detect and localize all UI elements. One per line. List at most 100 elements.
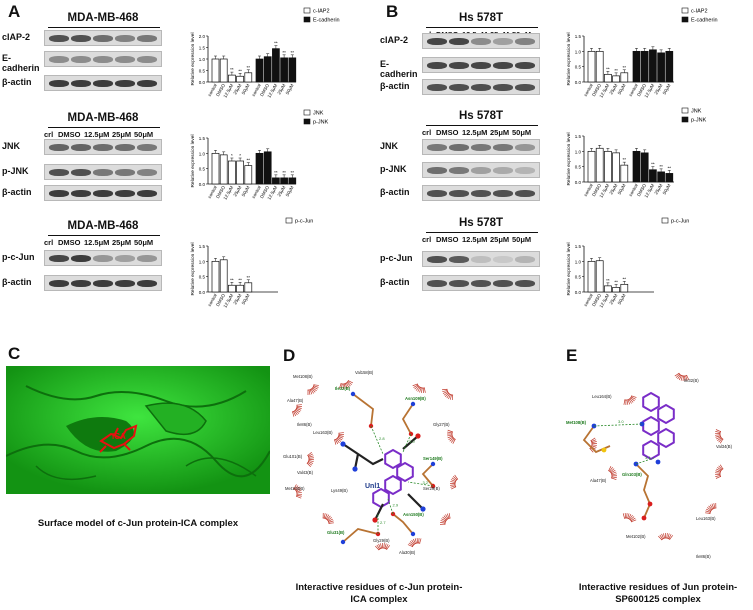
significance-mark: **	[614, 279, 618, 284]
significance-mark: **	[274, 170, 278, 175]
hydrophobic-contact-icon	[439, 513, 451, 525]
bar	[228, 74, 236, 83]
blot-band	[93, 144, 113, 151]
blot-strip	[422, 57, 540, 73]
bar	[604, 150, 612, 183]
significance-mark: **	[614, 68, 618, 73]
significance-mark: **	[274, 41, 278, 46]
hydrophobic-contact-icon	[375, 542, 391, 551]
blot-band	[71, 56, 91, 63]
y-tick-label: 1.0	[199, 57, 206, 62]
blot-strip	[422, 275, 540, 291]
lane-label: 12.5μM	[462, 128, 488, 137]
blot-row-label: β-actin	[2, 187, 32, 197]
bar	[272, 48, 280, 83]
category-label: 25μM	[276, 83, 286, 96]
blot-title-b2: Hs 578T	[458, 110, 504, 122]
lane-label: DMSO	[436, 128, 459, 137]
ligand-ica-icon	[99, 424, 138, 453]
legend-swatch	[681, 16, 689, 23]
residue-label: Glu101(B)	[283, 454, 303, 459]
legend-label: E-cadherin	[691, 18, 718, 24]
y-tick-label: 1.0	[575, 259, 582, 264]
significance-mark: **	[291, 170, 295, 175]
residue-label: Glu31(B)	[327, 530, 345, 535]
hydrophobic-contact-icon	[714, 464, 724, 479]
significance-mark: **	[282, 50, 286, 55]
category-label: 50μM	[662, 83, 672, 96]
blot-band	[449, 280, 469, 287]
category-label: 50μM	[241, 185, 251, 198]
blot-title-b3: Hs 578T	[458, 217, 504, 229]
blot-title-underline	[426, 125, 538, 126]
significance-mark: **	[291, 50, 295, 55]
residue-sidechain	[352, 393, 374, 427]
residue-label: Ser29(B)	[423, 486, 440, 491]
hydrophobic-contact-icon	[608, 466, 618, 480]
caption-e: Interactive residues of Jun protein-SP60…	[578, 582, 738, 605]
category-label: DMSO	[591, 183, 602, 198]
blot-band	[493, 280, 513, 287]
blot-row-label: JNK	[2, 141, 21, 151]
significance-mark: **	[659, 164, 663, 169]
blot-row-label: β-actin	[380, 277, 410, 287]
y-tick-label: 0.5	[575, 165, 582, 170]
category-label: control	[251, 83, 262, 97]
bar	[211, 260, 220, 293]
blot-strip	[422, 185, 540, 201]
residue-sidechain	[342, 528, 379, 543]
bar	[657, 52, 665, 83]
bar	[604, 73, 612, 83]
residue-sidechain	[635, 463, 651, 519]
blot-row-label: β-actin	[380, 81, 410, 91]
hydrophobic-contact-icon	[623, 395, 637, 406]
residue-sidechain	[582, 425, 611, 454]
blot-band	[427, 280, 447, 287]
atom	[415, 433, 421, 439]
blot-band	[449, 38, 469, 45]
blot-row-label: p-c-Jun	[2, 252, 35, 262]
lane-label: crl	[44, 238, 54, 247]
bar	[665, 50, 674, 83]
residue-label: Gln103(B)	[622, 472, 642, 477]
blot-band	[71, 190, 91, 197]
bar	[620, 283, 629, 293]
blot-band	[449, 256, 469, 263]
blot-band	[493, 190, 513, 197]
blot-title-underline	[426, 232, 538, 233]
y-tick-label: 1.5	[199, 46, 206, 51]
bar	[620, 72, 629, 83]
blot-band	[515, 144, 535, 151]
blot-band	[93, 80, 113, 87]
bond-distance: 3.0	[409, 439, 415, 444]
blot-band	[49, 35, 69, 42]
residue-label: Ala30(B)	[399, 550, 416, 555]
y-tick-label: 1.5	[575, 34, 582, 39]
category-label: 25μM	[653, 83, 663, 96]
category-label: 25μM	[232, 83, 242, 96]
hydrophobic-contact-icon	[407, 538, 422, 548]
blot-band	[71, 169, 91, 176]
blot-band	[515, 190, 535, 197]
category-label: 25μM	[653, 183, 663, 196]
category-label: 50μM	[617, 83, 627, 96]
blot-row-label: β-actin	[2, 277, 32, 287]
atom	[352, 466, 358, 472]
category-label: 25μM	[232, 293, 242, 306]
y-tick-label: 0.0	[575, 180, 582, 185]
blot-band	[49, 280, 69, 287]
significance-mark: *	[239, 153, 241, 158]
blot-band	[515, 280, 535, 287]
bar	[612, 287, 620, 293]
residue-label: Gly27(B)	[433, 422, 450, 427]
legend-swatch	[303, 7, 311, 14]
residue-label: Ala47(B)	[287, 398, 304, 403]
hydrophobic-contact-icon	[589, 437, 598, 453]
blot-band	[49, 56, 69, 63]
caption-d: Interactive residues of c-Jun protein-IC…	[295, 582, 463, 605]
hydrophobic-contact-icon	[622, 513, 637, 523]
y-axis-label: Relative expression level	[190, 32, 196, 85]
